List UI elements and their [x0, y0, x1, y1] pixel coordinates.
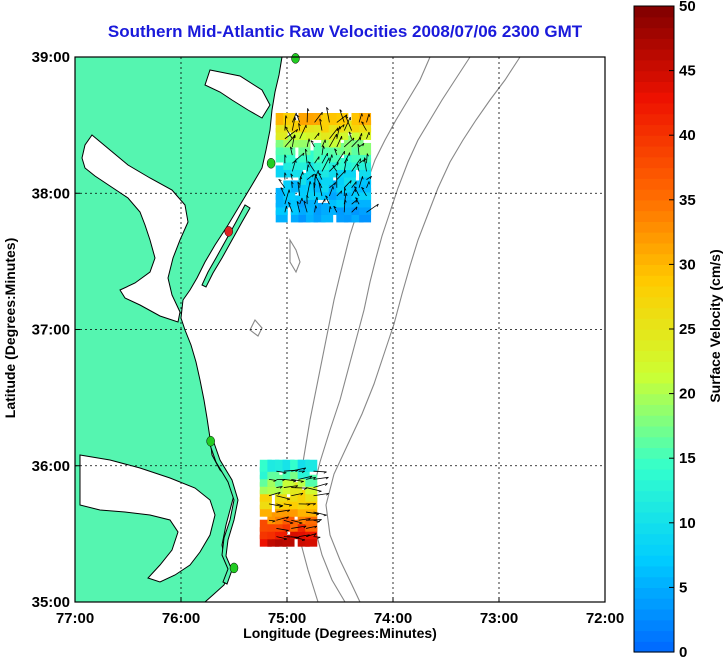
colorbar-tick-label: 30 [679, 256, 696, 273]
colorbar-label: Surface Velocity (cm/s) [707, 196, 723, 456]
colorbar-segment [634, 307, 674, 318]
y-tick-label: 35:00 [32, 594, 70, 611]
colorbar-segment [634, 491, 674, 502]
colorbar-segment [634, 318, 674, 329]
colorbar-tick-label: 25 [679, 321, 696, 338]
colorbar-segment [634, 60, 674, 71]
colorbar-segment [634, 523, 674, 534]
colorbar-segment [634, 383, 674, 394]
colorbar-segment [634, 114, 674, 125]
velocity-cell [305, 460, 317, 472]
colorbar-segment [634, 297, 674, 308]
colorbar-segment [634, 264, 674, 275]
outer-banks-station-marker [207, 436, 215, 446]
colorbar-segment [634, 49, 674, 60]
colorbar-tick-label: 40 [679, 127, 696, 144]
colorbar-segment [634, 566, 674, 577]
colorbar-segment [634, 351, 674, 362]
y-axis-label: Latitude (Degrees:Minutes) [2, 208, 18, 448]
colorbar-segment [634, 458, 674, 469]
north-station-marker [291, 53, 299, 63]
colorbar-segment [634, 426, 674, 437]
colorbar-tick-label: 50 [679, 0, 696, 15]
colorbar-segment [634, 71, 674, 82]
northern-field [276, 107, 379, 222]
y-tick-label: 39:00 [32, 49, 70, 66]
colorbar-segment [634, 146, 674, 157]
colorbar-segment [634, 544, 674, 555]
colorbar-segment [634, 555, 674, 566]
colorbar [634, 6, 674, 653]
hatteras-station-marker [230, 563, 238, 573]
y-tick-label: 37:00 [32, 322, 70, 339]
colorbar-segment [634, 394, 674, 405]
colorbar-segment [634, 200, 674, 211]
colorbar-segment [634, 232, 674, 243]
colorbar-segment [634, 437, 674, 448]
colorbar-tick-label: 35 [679, 192, 696, 209]
colorbar-segment [634, 157, 674, 168]
colorbar-segment [634, 243, 674, 254]
delmarva-station-marker [267, 158, 275, 168]
colorbar-segment [634, 178, 674, 189]
colorbar-tick-label: 10 [679, 515, 696, 532]
colorbar-segment [634, 329, 674, 340]
colorbar-segment [634, 6, 674, 17]
colorbar-segment [634, 577, 674, 588]
colorbar-tick-label: 15 [679, 450, 696, 467]
colorbar-segment [634, 447, 674, 458]
colorbar-segment [634, 404, 674, 415]
y-tick-label: 38:00 [32, 185, 70, 202]
colorbar-segment [634, 372, 674, 383]
colorbar-segment [634, 103, 674, 114]
y-tick-label: 36:00 [32, 458, 70, 475]
colorbar-segment [634, 361, 674, 372]
colorbar-segment [634, 168, 674, 179]
colorbar-segment [634, 630, 674, 641]
colorbar-segment [634, 135, 674, 146]
colorbar-segment [634, 286, 674, 297]
colorbar-segment [634, 221, 674, 232]
colorbar-segment [634, 620, 674, 631]
colorbar-segment [634, 275, 674, 286]
x-axis-label: Longitude (Degrees:Minutes) [75, 625, 605, 641]
colorbar-segment [634, 534, 674, 545]
colorbar-tick-label: 20 [679, 386, 696, 403]
colorbar-segment [634, 340, 674, 351]
colorbar-segment [634, 92, 674, 103]
colorbar-segment [634, 189, 674, 200]
colorbar-segment [634, 598, 674, 609]
wallops-station-marker [225, 226, 233, 236]
colorbar-segment [634, 609, 674, 620]
colorbar-segment [634, 254, 674, 265]
colorbar-tick-label: 0 [679, 644, 687, 659]
colorbar-tick-label: 45 [679, 63, 696, 80]
colorbar-segment [634, 587, 674, 598]
colorbar-segment [634, 641, 674, 652]
colorbar-segment [634, 469, 674, 480]
colorbar-segment [634, 501, 674, 512]
map-title: Southern Mid-Atlantic Raw Velocities 200… [0, 22, 690, 42]
velocity-vector [291, 488, 307, 489]
colorbar-tick-label: 5 [679, 579, 687, 596]
colorbar-segment [634, 124, 674, 135]
velocity-vector-head [317, 197, 318, 200]
colorbar-segment [634, 415, 674, 426]
colorbar-segment [634, 512, 674, 523]
colorbar-segment [634, 480, 674, 491]
colorbar-segment [634, 81, 674, 92]
colorbar-segment [634, 211, 674, 222]
